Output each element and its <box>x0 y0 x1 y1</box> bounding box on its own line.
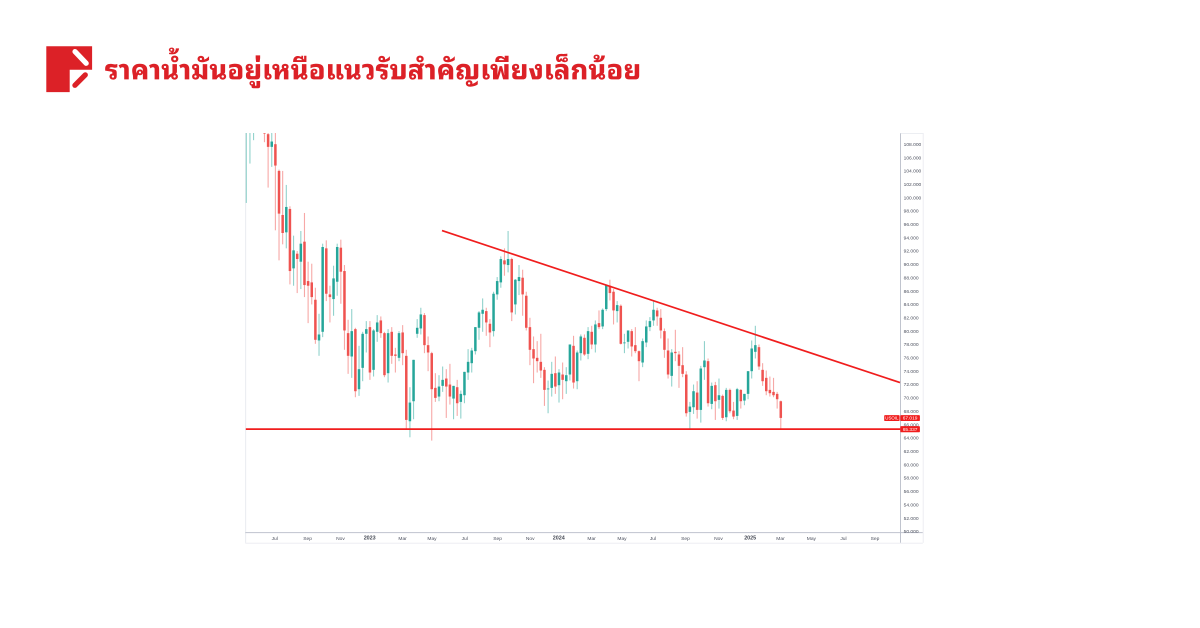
svg-text:108.000: 108.000 <box>904 142 922 148</box>
svg-text:54.000: 54.000 <box>904 502 919 508</box>
svg-text:76.000: 76.000 <box>904 356 919 362</box>
svg-text:Sep: Sep <box>681 536 690 542</box>
svg-text:Sep: Sep <box>871 536 880 542</box>
svg-text:84.000: 84.000 <box>904 302 919 308</box>
svg-text:88.000: 88.000 <box>904 275 919 281</box>
svg-text:Mar: Mar <box>398 536 407 542</box>
svg-text:2025: 2025 <box>744 535 756 541</box>
svg-text:67.019: 67.019 <box>903 416 918 422</box>
svg-text:56.000: 56.000 <box>904 489 919 495</box>
svg-text:65.337: 65.337 <box>903 427 918 433</box>
svg-text:62.000: 62.000 <box>904 449 919 455</box>
svg-text:80.000: 80.000 <box>904 329 919 335</box>
svg-text:104.000: 104.000 <box>904 169 922 175</box>
svg-text:May: May <box>617 536 627 542</box>
svg-text:94.000: 94.000 <box>904 235 919 241</box>
svg-text:72.000: 72.000 <box>904 382 919 388</box>
svg-text:82.000: 82.000 <box>904 315 919 321</box>
svg-text:92.000: 92.000 <box>904 249 919 255</box>
svg-text:96.000: 96.000 <box>904 222 919 228</box>
svg-text:100.000: 100.000 <box>904 195 922 201</box>
svg-text:70.000: 70.000 <box>904 396 919 402</box>
svg-text:64.000: 64.000 <box>904 436 919 442</box>
svg-text:Nov: Nov <box>714 536 723 542</box>
svg-text:2024: 2024 <box>553 535 565 541</box>
svg-text:2023: 2023 <box>364 535 376 541</box>
svg-text:Sep: Sep <box>303 536 312 542</box>
svg-text:52.000: 52.000 <box>904 516 919 522</box>
svg-text:102.000: 102.000 <box>904 182 922 188</box>
svg-text:60.000: 60.000 <box>904 462 919 468</box>
svg-text:Mar: Mar <box>776 536 785 542</box>
svg-text:78.000: 78.000 <box>904 342 919 348</box>
svg-text:USOIL: USOIL <box>885 416 899 421</box>
svg-text:Jul: Jul <box>462 536 468 542</box>
svg-text:Mar: Mar <box>587 536 596 542</box>
svg-text:98.000: 98.000 <box>904 209 919 215</box>
svg-text:Jul: Jul <box>272 536 278 542</box>
svg-text:Nov: Nov <box>336 536 345 542</box>
svg-text:86.000: 86.000 <box>904 289 919 295</box>
svg-text:68.000: 68.000 <box>904 409 919 415</box>
svg-text:66.000: 66.000 <box>904 422 919 428</box>
svg-text:50.000: 50.000 <box>904 529 919 535</box>
svg-text:Jul: Jul <box>650 536 656 542</box>
svg-text:Sep: Sep <box>493 536 502 542</box>
svg-text:May: May <box>427 536 437 542</box>
svg-text:Jul: Jul <box>840 536 846 542</box>
svg-text:90.000: 90.000 <box>904 262 919 268</box>
svg-text:106.000: 106.000 <box>904 155 922 161</box>
svg-text:74.000: 74.000 <box>904 369 919 375</box>
svg-text:Nov: Nov <box>526 536 535 542</box>
svg-text:58.000: 58.000 <box>904 476 919 482</box>
svg-text:May: May <box>807 536 817 542</box>
